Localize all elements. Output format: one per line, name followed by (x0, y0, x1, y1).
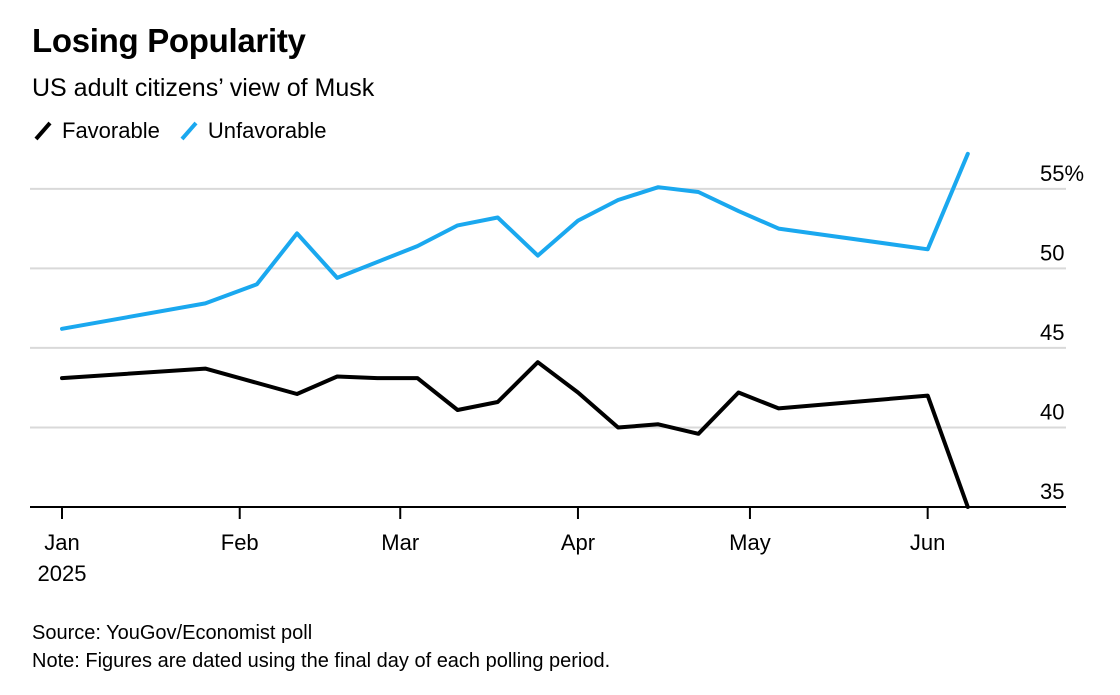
x-tick-label-feb: Feb (221, 530, 259, 555)
x-tick-label-jun: Jun (910, 530, 945, 555)
x-tick-label-mar: Mar (381, 530, 419, 555)
legend-item-unfavorable: Unfavorable (178, 118, 327, 144)
grid-layer (30, 187, 1066, 429)
y-tick-label-55: 55% (1040, 161, 1084, 186)
y-tick-label-45: 45 (1040, 320, 1064, 345)
series-line-favorable (60, 360, 970, 509)
favorable-swatch-icon (34, 121, 52, 141)
series-favorable (60, 360, 970, 509)
x-tick-label-jan: Jan (44, 530, 79, 555)
y-tick-label-35: 35 (1040, 479, 1064, 504)
y-tick-label-50: 50 (1040, 240, 1064, 265)
footnote: Note: Figures are dated using the final … (32, 650, 611, 672)
y-tick-labels: 35 40 45 50 55% (1040, 161, 1084, 504)
source-note: Source: YouGov/Economist poll (32, 622, 313, 644)
series-layer (60, 151, 970, 509)
chart-title: Losing Popularity (32, 22, 306, 59)
unfavorable-swatch-icon (180, 121, 198, 141)
x-tick-label-apr: Apr (561, 530, 595, 555)
x-axis: Jan 2025 Feb Mar Apr May Jun (30, 506, 1066, 586)
y-tick-label-40: 40 (1040, 399, 1064, 424)
legend: Favorable Unfavorable (32, 118, 344, 144)
chart-subtitle: US adult citizens’ view of Musk (32, 74, 375, 102)
series-line-unfavorable (60, 151, 970, 331)
series-unfavorable (60, 151, 970, 331)
x-tick-sublabel-year: 2025 (38, 561, 87, 586)
x-tick-label-may: May (729, 530, 771, 555)
legend-item-favorable: Favorable (32, 118, 160, 144)
legend-label-favorable: Favorable (62, 118, 160, 143)
legend-label-unfavorable: Unfavorable (207, 118, 327, 143)
